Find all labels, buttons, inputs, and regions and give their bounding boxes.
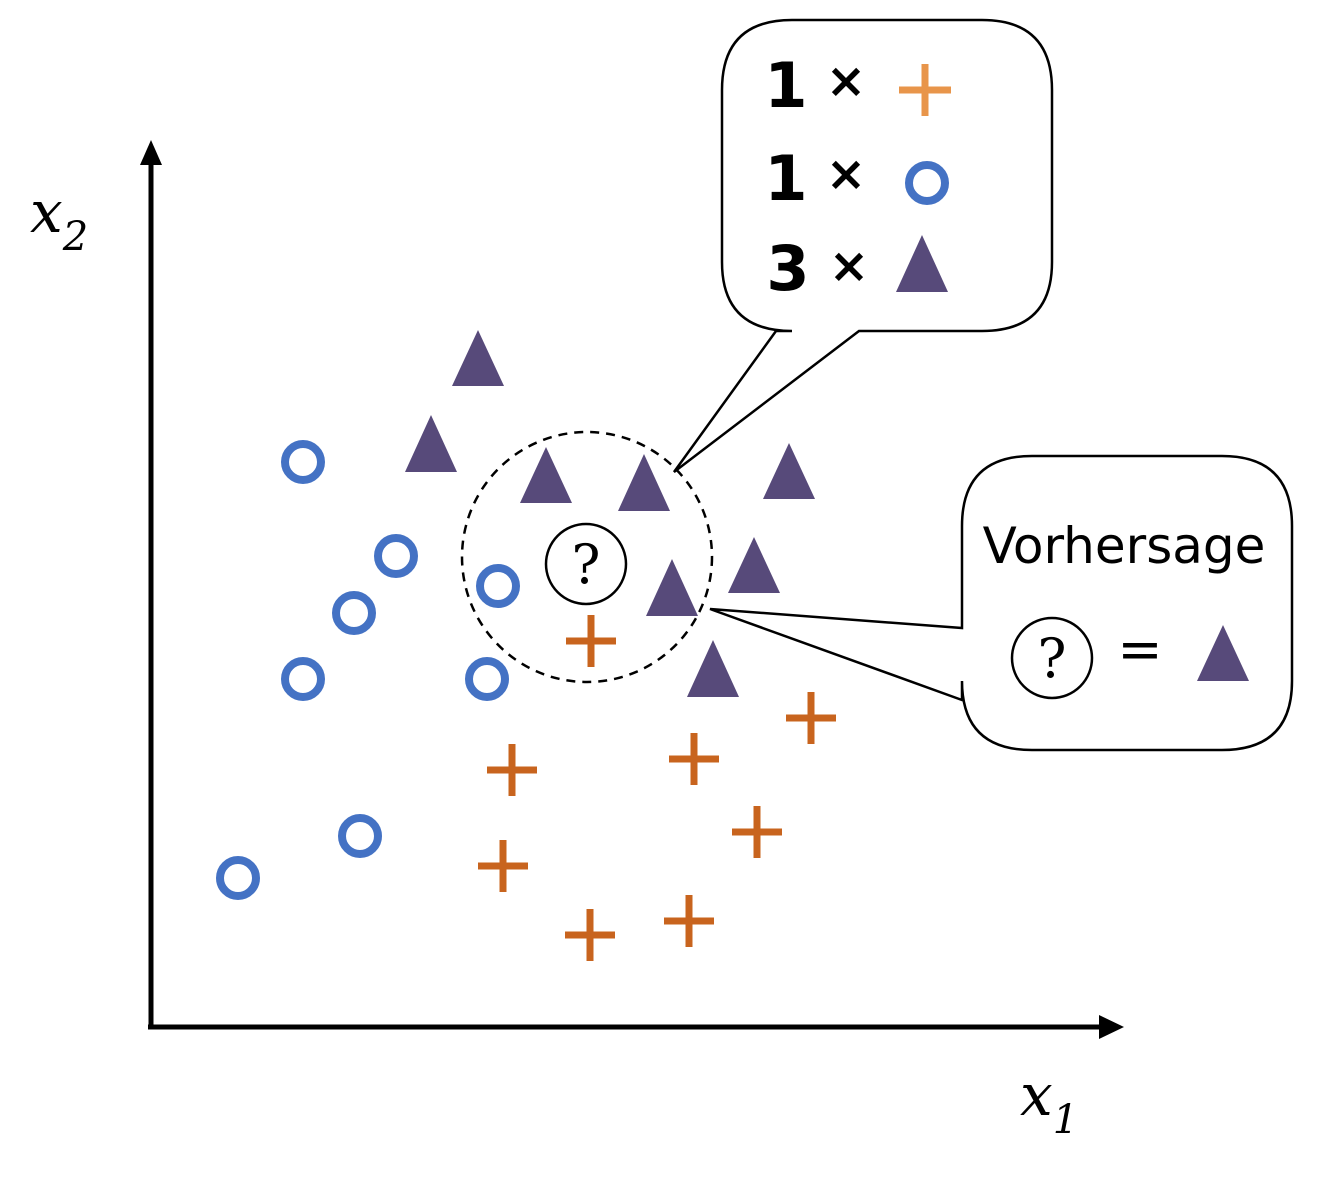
circle-icon <box>338 814 382 858</box>
vote-callout-bubble <box>672 18 1054 473</box>
vote-callout: 1 × 1 × 3 × <box>672 18 1054 473</box>
neighborhood-circle <box>460 430 714 684</box>
triangle-icon <box>763 443 815 499</box>
prediction-query-circle <box>1010 616 1094 700</box>
circle-icon <box>905 161 949 205</box>
query-symbol: ? <box>572 533 601 596</box>
x-axis-label-sub: 1 <box>1053 1097 1078 1143</box>
prediction-callout: Vorhersage ? = <box>709 454 1294 752</box>
plus-icon <box>565 909 615 961</box>
y-axis-label: x2 <box>30 178 88 260</box>
vote-count-circle: 1 <box>764 142 807 215</box>
vote-count-plus: 1 <box>764 49 807 122</box>
triangle-icon <box>452 330 504 386</box>
plus-icon <box>487 744 537 796</box>
vote-times-triangle: × <box>829 238 869 294</box>
vote-count-triangle: 3 <box>766 232 809 305</box>
prediction-title: Vorhersage <box>983 517 1266 575</box>
triangle-icon <box>687 640 739 697</box>
y-axis-arrow-icon <box>140 140 162 165</box>
triangle-icon <box>520 447 572 503</box>
plus-icon <box>566 615 616 667</box>
axes <box>140 140 1124 1039</box>
plus-icon <box>786 692 836 744</box>
circle-icon <box>465 657 509 701</box>
prediction-equals: = <box>1117 618 1162 681</box>
circle-icon <box>374 534 418 578</box>
triangle-icon <box>646 559 698 616</box>
plus-points <box>478 615 836 961</box>
triangle-icon <box>728 537 780 593</box>
circle-icon <box>476 564 520 608</box>
plus-icon <box>478 840 528 892</box>
circle-icon <box>281 440 325 484</box>
y-axis-label-sub: 2 <box>62 214 88 260</box>
prediction-callout-bubble <box>709 454 1294 752</box>
x-axis-label-main: x <box>1020 1061 1053 1129</box>
x-axis-arrow-icon <box>1099 1015 1124 1039</box>
vote-times-plus: × <box>826 53 866 109</box>
query-point: ? <box>544 522 628 606</box>
x-axis-label: x1 <box>1020 1061 1078 1143</box>
triangle-points <box>405 330 815 697</box>
y-axis-label-main: x <box>30 178 63 246</box>
circle-points <box>216 440 520 900</box>
plus-icon <box>669 733 719 785</box>
query-circle <box>544 522 628 606</box>
circle-icon <box>216 856 260 900</box>
vote-times-circle: × <box>826 146 866 202</box>
triangle-icon <box>405 415 457 472</box>
circle-icon <box>332 591 376 635</box>
triangle-icon <box>618 454 670 511</box>
circle-icon <box>281 657 325 701</box>
plus-icon <box>664 895 714 947</box>
triangle-icon <box>896 235 948 292</box>
plus-icon <box>899 64 951 116</box>
plus-icon <box>732 806 782 858</box>
triangle-icon <box>1197 625 1249 681</box>
prediction-query-symbol: ? <box>1038 627 1067 690</box>
